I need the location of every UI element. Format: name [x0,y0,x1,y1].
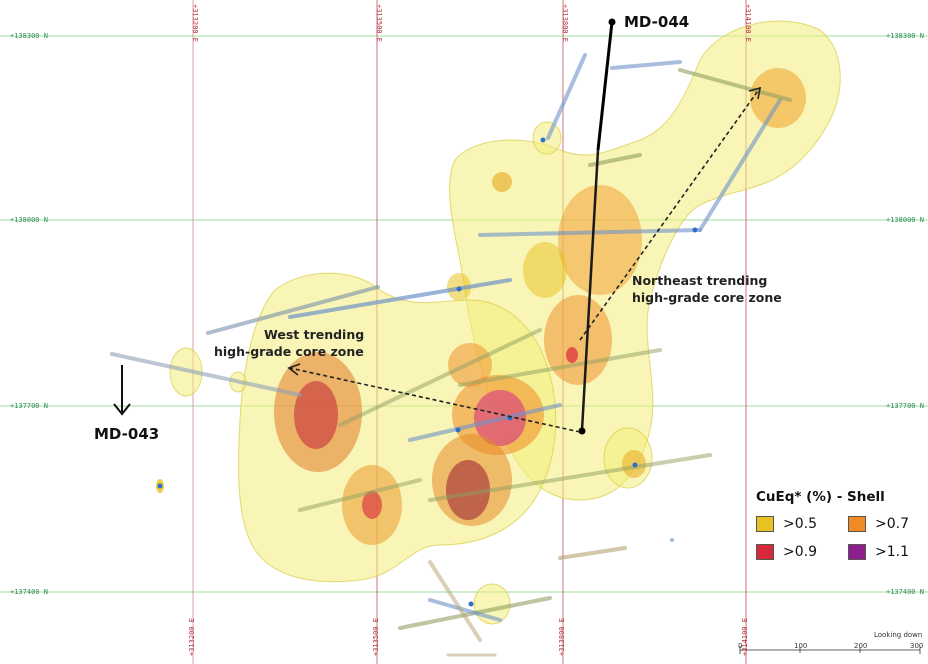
drill-trace [408,403,562,442]
collar-point [157,483,163,489]
northing-label-left: +138300 N [10,32,48,40]
legend-title: CuEq* (%) - Shell [756,489,885,505]
drill-trace [610,60,682,70]
collar-point [455,427,461,433]
trend-arrowheads [287,86,762,376]
scale-tick-label: 300 [910,642,924,650]
drill-trace [288,278,512,319]
easting-label-top: +314100 E [744,4,752,42]
easting-label-bottom: +313500 E [372,618,380,656]
collar-point [670,538,674,542]
outer-grade-shell [169,20,841,625]
shell-09-southwest [362,491,382,519]
drill-trace [478,228,702,237]
inner-grade-shells [156,68,806,545]
legend-swatch [756,516,774,532]
scale-tick-label: 0 [738,642,743,650]
northing-label-left: +137400 N [10,588,48,596]
easting-label-top: +313500 E [375,4,383,42]
northing-label-right: +138300 N [886,32,924,40]
drill-traces [110,53,792,657]
shell-07-ne-core [558,185,642,295]
collar-point [632,462,638,468]
northeast-zone-label-line1: Northeast trending [632,273,768,288]
md043-arrow [113,365,131,416]
legend-item: >1.1 [848,544,909,560]
west-zone-label-line2: high-grade core zone [214,344,364,359]
shell-09-west [294,381,338,449]
md043-label: MD-043 [94,425,160,443]
drill-trace [698,98,782,232]
northing-label-left: +137700 N [10,402,48,410]
zone-trend-arrows [289,87,761,433]
drill-trace [428,453,712,502]
legend-item: >0.9 [756,544,817,560]
legend-item: >0.5 [756,516,817,532]
shell-05-centre [523,242,567,298]
scale-tick-label: 100 [794,642,808,650]
northing-label-left: +138000 N [10,216,48,224]
scale-bar [739,646,921,654]
northeast-zone-label-line2: high-grade core zone [632,290,782,305]
easting-label-top: +313800 E [561,4,569,42]
west-zone-label-line1: West trending [264,327,365,342]
northing-label-right: +138000 N [886,216,924,224]
shell-09-ne [566,347,578,363]
drill-trace [558,546,627,560]
shell-05-pod-b [492,172,512,192]
drill-trace [206,285,380,335]
legend-item: >0.7 [848,516,909,532]
scale-tick-label: 200 [854,642,868,650]
easting-label-bottom: +313200 E [188,618,196,656]
collar-point [468,601,474,607]
shell-09-south [446,460,490,520]
grade-legend: CuEq* (%) - Shell >0.5 >0.7 >0.9 >1.1 [756,489,916,569]
md044-label: MD-044 [624,13,690,31]
easting-label-top: +313200 E [191,4,199,42]
northeast-trend-arrow [579,87,761,341]
west-zone-label: West trending high-grade core zone [214,326,365,360]
drill-trace [678,68,792,102]
legend-label: >1.1 [875,544,909,560]
legend-label: >0.5 [783,516,817,532]
drill-trace [428,598,502,622]
legend-swatch [848,544,866,560]
drill-trace [458,348,662,387]
legend-label: >0.7 [875,516,909,532]
west-trend-arrow [289,367,581,433]
easting-label-bottom: +313800 E [558,618,566,656]
northing-label-right: +137700 N [886,402,924,410]
northeast-zone-label: Northeast trending high-grade core zone [632,272,782,306]
legend-swatch [756,544,774,560]
drill-trace [338,328,542,427]
collar-point [692,227,698,233]
view-orientation-label: Looking down [874,631,923,639]
collar-point [540,137,546,143]
drill-trace [298,478,422,512]
drill-trace [428,560,482,642]
easting-label-bottom: +314100 E [741,618,749,656]
drill-trace [546,53,587,140]
legend-swatch [848,516,866,532]
northing-label-right: +137400 N [886,588,924,596]
drill-trace [110,352,302,397]
legend-label: >0.9 [783,544,817,560]
md044-trace [578,18,616,435]
collar-point [456,286,462,292]
